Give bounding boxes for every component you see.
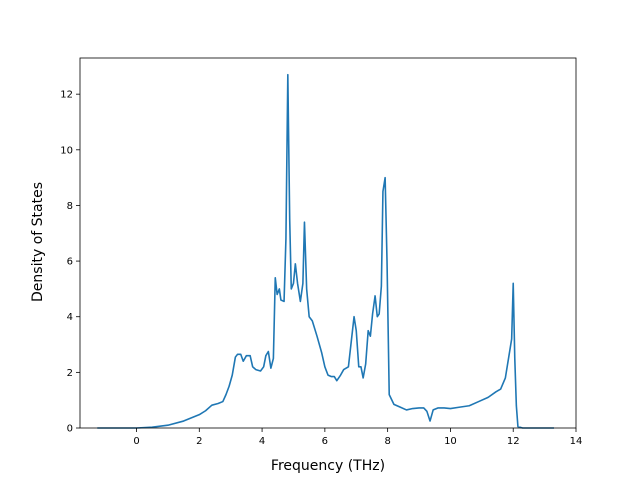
x-tick-label: 4 — [259, 436, 265, 447]
y-tick-label: 2 — [67, 368, 73, 379]
dos-series-line — [97, 73, 555, 429]
x-tick-label: 0 — [133, 436, 139, 447]
y-tick-label: 6 — [67, 257, 73, 268]
y-tick-label: 10 — [60, 145, 73, 156]
plot-frame — [79, 57, 577, 429]
y-tick-label: 4 — [67, 312, 73, 323]
y-tick-label: 12 — [60, 90, 73, 101]
x-axis-ticks: 0 2 4 6 8 10 12 14 — [133, 428, 582, 447]
x-tick-label: 6 — [322, 436, 328, 447]
x-tick-label: 8 — [384, 436, 390, 447]
y-axis-ticks: 0 2 4 6 8 10 12 — [60, 90, 80, 435]
y-axis-title: Density of States — [30, 182, 46, 302]
x-tick-label: 10 — [444, 436, 457, 447]
y-tick-label: 8 — [67, 201, 73, 212]
plot-area — [97, 73, 555, 429]
x-axis-title: Frequency (THz) — [271, 458, 385, 474]
x-tick-label: 12 — [507, 436, 520, 447]
x-tick-label: 14 — [570, 436, 583, 447]
y-tick-label: 0 — [67, 424, 73, 435]
x-tick-label: 2 — [196, 436, 202, 447]
